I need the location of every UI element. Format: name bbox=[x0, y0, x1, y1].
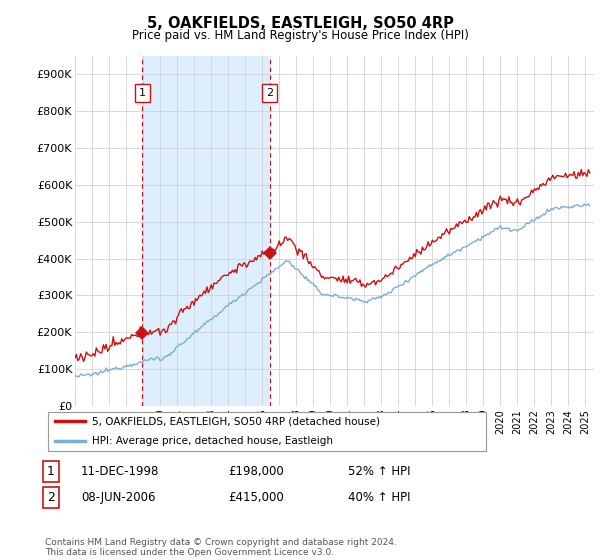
Text: 1: 1 bbox=[139, 88, 146, 98]
Text: 11-DEC-1998: 11-DEC-1998 bbox=[81, 465, 160, 478]
Text: 1: 1 bbox=[47, 465, 55, 478]
Text: 52% ↑ HPI: 52% ↑ HPI bbox=[348, 465, 410, 478]
Text: Contains HM Land Registry data © Crown copyright and database right 2024.
This d: Contains HM Land Registry data © Crown c… bbox=[45, 538, 397, 557]
Bar bbox=[142, 56, 269, 406]
Text: 5, OAKFIELDS, EASTLEIGH, SO50 4RP: 5, OAKFIELDS, EASTLEIGH, SO50 4RP bbox=[146, 16, 454, 31]
Text: 40% ↑ HPI: 40% ↑ HPI bbox=[348, 491, 410, 504]
Text: £415,000: £415,000 bbox=[228, 491, 284, 504]
Text: 2: 2 bbox=[266, 88, 273, 98]
Text: 08-JUN-2006: 08-JUN-2006 bbox=[81, 491, 155, 504]
Text: 5, OAKFIELDS, EASTLEIGH, SO50 4RP (detached house): 5, OAKFIELDS, EASTLEIGH, SO50 4RP (detac… bbox=[92, 417, 380, 426]
Text: 2: 2 bbox=[47, 491, 55, 504]
Text: HPI: Average price, detached house, Eastleigh: HPI: Average price, detached house, East… bbox=[92, 436, 333, 446]
Text: Price paid vs. HM Land Registry's House Price Index (HPI): Price paid vs. HM Land Registry's House … bbox=[131, 29, 469, 42]
Text: £198,000: £198,000 bbox=[228, 465, 284, 478]
